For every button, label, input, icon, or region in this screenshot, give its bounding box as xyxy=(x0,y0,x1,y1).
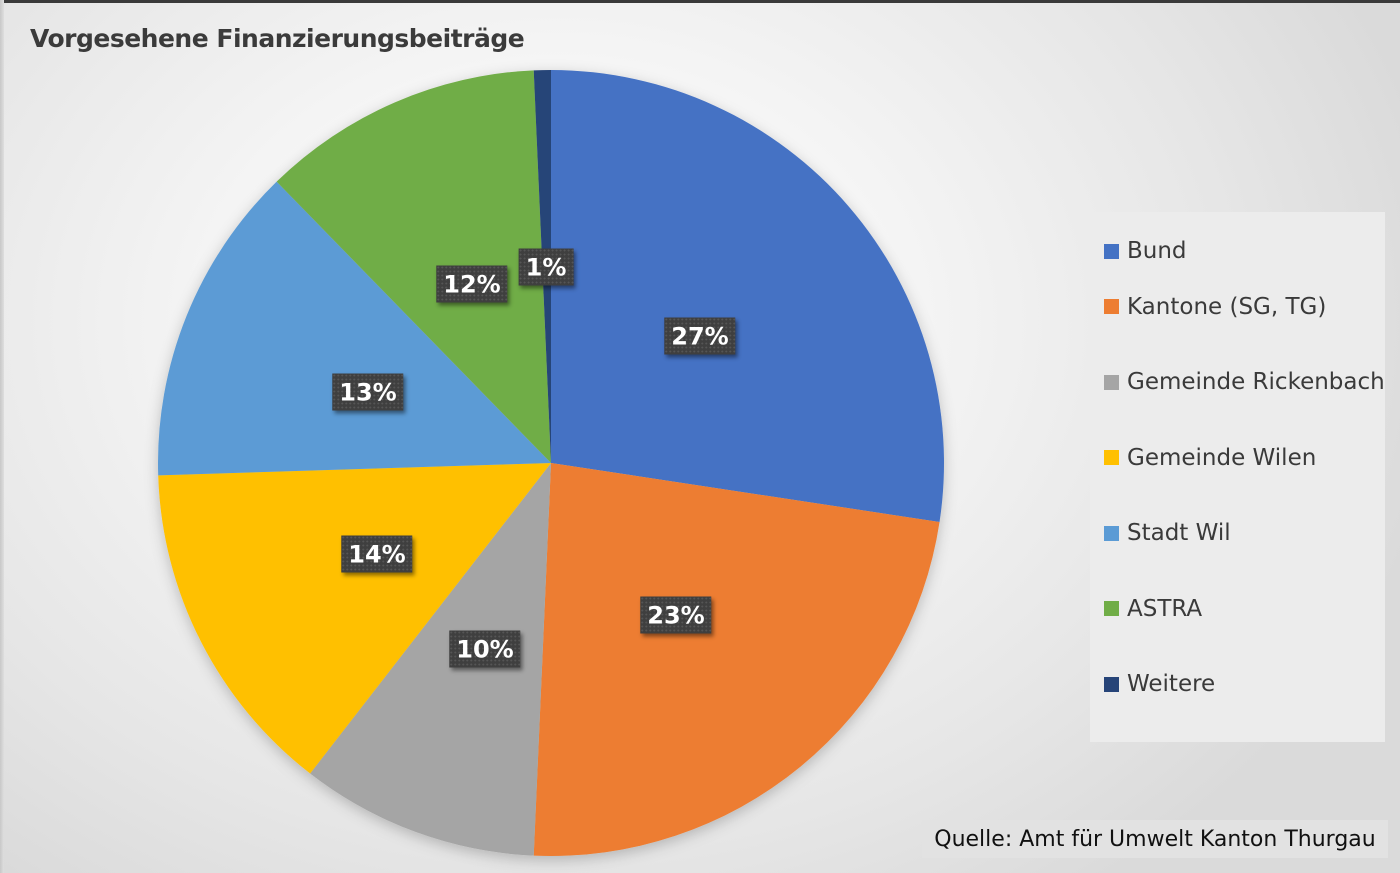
legend-swatch-icon xyxy=(1104,450,1119,466)
data-label-bund: 27% xyxy=(664,317,736,355)
pie-slice-astra xyxy=(276,70,551,463)
legend-item-stadt-wil: Stadt Wil xyxy=(1104,496,1385,572)
legend-label: Gemeinde Wilen xyxy=(1127,444,1317,471)
legend-item-astra: ASTRA xyxy=(1104,571,1385,647)
legend-label: ASTRA xyxy=(1127,595,1203,622)
pie-slice-stadt-wil xyxy=(158,181,552,476)
source-note: Quelle: Amt für Umwelt Kanton Thurgau xyxy=(922,820,1388,858)
pie-slice-gemeinde-rickenbach xyxy=(310,463,551,856)
data-label-stadt-wil: 13% xyxy=(332,373,404,411)
pie-slices xyxy=(158,70,945,856)
legend-item-kantone: Kantone (SG, TG) xyxy=(1104,269,1385,345)
legend-swatch-icon xyxy=(1104,243,1119,259)
legend-label: Stadt Wil xyxy=(1127,520,1231,547)
pie-slice-kantone xyxy=(533,463,940,856)
legend-swatch-icon xyxy=(1104,676,1119,692)
data-label-astra: 12% xyxy=(436,265,508,303)
pie-slice-bund xyxy=(551,70,945,523)
legend-label: Gemeinde Rickenbach xyxy=(1127,369,1385,396)
data-label-kantone: 23% xyxy=(640,596,712,634)
legend-swatch-icon xyxy=(1104,525,1119,541)
chart-title: Vorgesehene Finanzierungsbeiträge xyxy=(30,24,525,53)
legend-item-gemeinde-wilen: Gemeinde Wilen xyxy=(1104,420,1385,496)
legend-item-gemeinde-rickenbach: Gemeinde Rickenbach xyxy=(1104,345,1385,421)
pie-slice-gemeinde-wilen xyxy=(158,463,552,774)
legend-swatch-icon xyxy=(1104,601,1119,617)
legend-item-bund: Bund xyxy=(1104,233,1385,269)
data-label-weitere: 1% xyxy=(518,248,574,286)
data-label-gemeinde-rickenbach: 10% xyxy=(449,630,521,668)
data-label-gemeinde-wilen: 14% xyxy=(341,535,413,573)
legend-label: Weitere xyxy=(1127,671,1216,698)
left-edge xyxy=(0,0,4,873)
legend-label: Bund xyxy=(1127,238,1187,264)
legend-swatch-icon xyxy=(1104,374,1119,390)
legend-label: Kantone (SG, TG) xyxy=(1127,293,1327,320)
legend-swatch-icon xyxy=(1104,299,1119,315)
legend-item-weitere: Weitere xyxy=(1104,647,1385,723)
legend: Bund Kantone (SG, TG) Gemeinde Rickenbac… xyxy=(1090,212,1385,742)
